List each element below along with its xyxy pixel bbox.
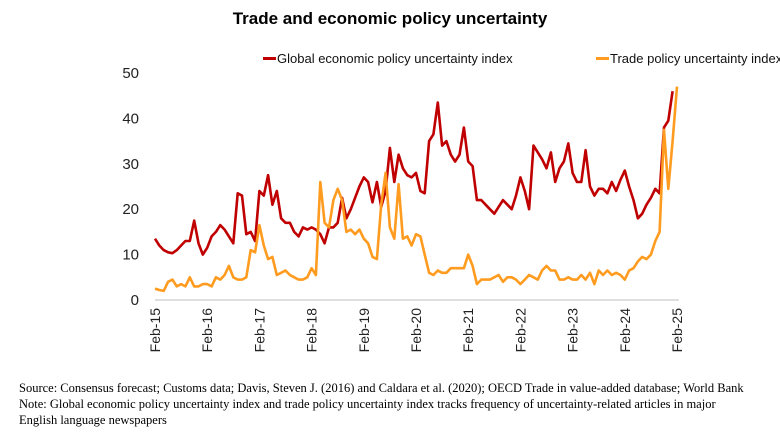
legend-label: Global economic policy uncertainty index: [277, 51, 513, 66]
x-tick-label: Feb-21: [460, 308, 476, 353]
source-note: Source: Consensus forecast; Customs data…: [19, 381, 744, 395]
note-line-1: Note: Global economic policy uncertainty…: [19, 397, 716, 411]
y-tick-label: 0: [131, 292, 139, 309]
y-tick-label: 30: [122, 156, 139, 173]
legend-item-global-epu: Global economic policy uncertainty index: [263, 51, 513, 66]
x-tick-label: Feb-17: [251, 308, 267, 353]
x-tick-label: Feb-22: [512, 308, 528, 353]
y-tick-label: 40: [122, 110, 139, 127]
x-tick-label: Feb-15: [147, 308, 163, 353]
legend-label: Trade policy uncertainty index: [610, 51, 780, 66]
legend-item-trade-pu: Trade policy uncertainty index: [596, 51, 780, 66]
x-tick-label: Feb-23: [565, 308, 581, 353]
x-tick-label: Feb-20: [408, 308, 424, 353]
note-line-2: English language newspapers: [19, 413, 167, 427]
y-tick-label: 10: [122, 247, 139, 264]
x-tick-label: Feb-19: [356, 308, 372, 353]
chart-title: Trade and economic policy uncertainty: [232, 9, 548, 28]
y-tick-label: 50: [122, 65, 139, 82]
x-tick-label: Feb-25: [669, 308, 685, 353]
x-tick-label: Feb-24: [617, 308, 633, 353]
x-tick-label: Feb-16: [199, 308, 215, 353]
series-line-1: [154, 86, 679, 293]
y-tick-label: 20: [122, 201, 139, 218]
x-tick-label: Feb-18: [304, 308, 320, 353]
legend-swatch-orange: [596, 57, 609, 60]
series-line-0: [153, 91, 674, 256]
legend-swatch-red: [263, 57, 276, 60]
plot-area: 0 10 20 30 40 50 Feb-15 Feb-16 Feb-17 Feb-18 Feb-1…: [122, 65, 685, 353]
